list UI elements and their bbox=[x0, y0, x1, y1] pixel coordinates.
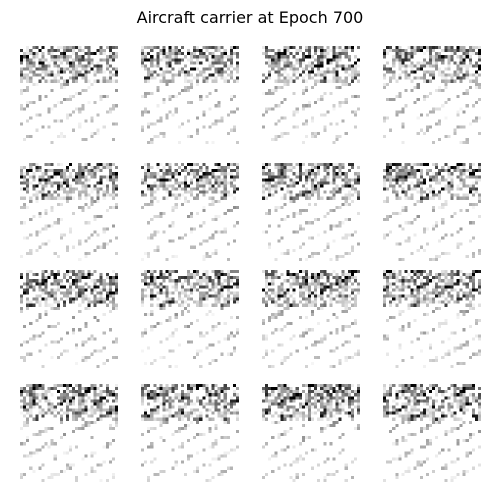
sample-image bbox=[141, 163, 239, 261]
sample-image bbox=[20, 163, 118, 261]
sample-image bbox=[262, 46, 360, 144]
sample-image bbox=[20, 46, 118, 144]
sample-image bbox=[141, 384, 239, 482]
figure-title: Aircraft carrier at Epoch 700 bbox=[136, 8, 364, 27]
sample-image bbox=[20, 270, 118, 368]
sample-image bbox=[20, 384, 118, 482]
sample-image bbox=[383, 46, 481, 144]
sample-image bbox=[383, 270, 481, 368]
sample-image bbox=[141, 46, 239, 144]
sample-image bbox=[383, 384, 481, 482]
sample-image bbox=[262, 163, 360, 261]
sample-image bbox=[262, 384, 360, 482]
sample-image bbox=[141, 270, 239, 368]
sample-image bbox=[383, 163, 481, 261]
sample-image bbox=[262, 270, 360, 368]
